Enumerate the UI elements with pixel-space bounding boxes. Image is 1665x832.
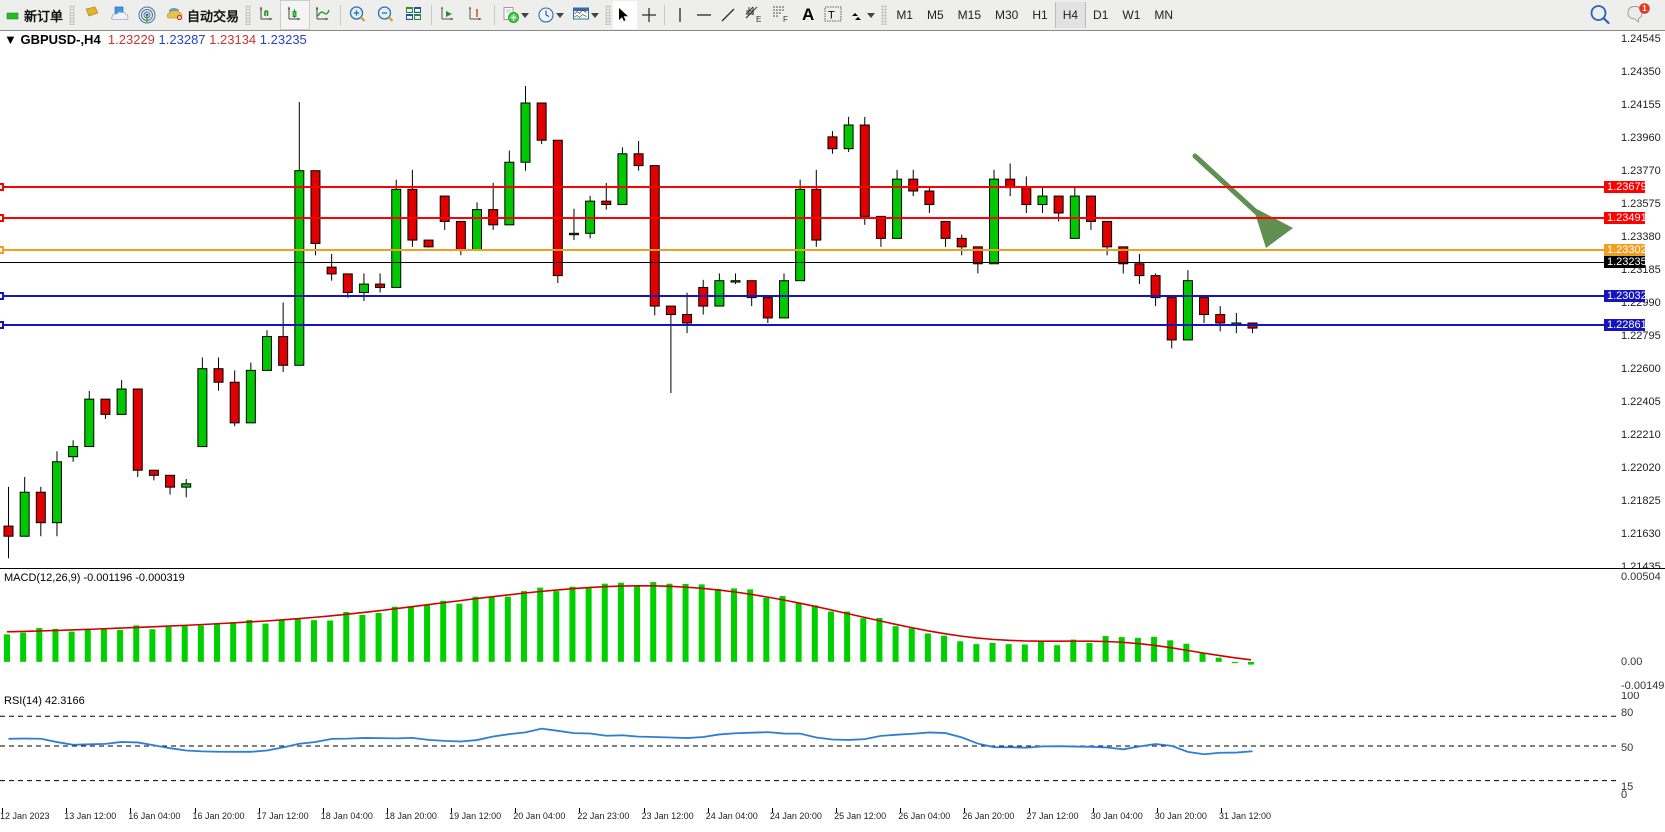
svg-text:1: 1	[1642, 4, 1647, 13]
svg-text:T: T	[828, 10, 835, 22]
svg-text:F: F	[783, 15, 788, 24]
svg-text:E: E	[756, 15, 761, 24]
